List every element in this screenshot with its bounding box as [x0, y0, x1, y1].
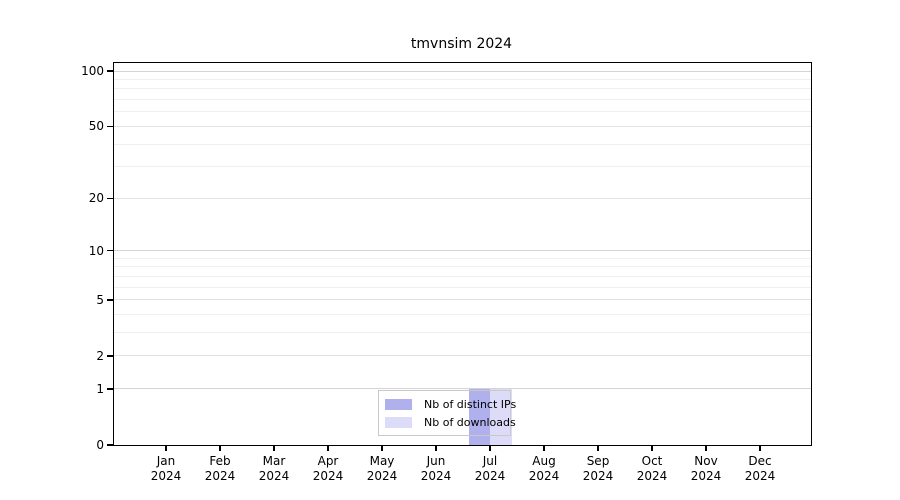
gridline: [114, 355, 811, 357]
x-axis-tick: [435, 445, 437, 451]
x-tick-label: Oct 2024: [622, 454, 682, 484]
legend-swatch-downloads: [385, 416, 412, 428]
y-axis-tick: [106, 125, 113, 128]
x-axis-tick: [543, 445, 545, 451]
y-axis-tick: [106, 249, 113, 252]
x-tick-label-line: 2024: [474, 469, 506, 483]
chart-title: tmvnsim 2024: [410, 36, 513, 52]
gridline: [114, 250, 811, 252]
x-tick-label-line: Sep: [586, 454, 610, 468]
y-tick-label: 1: [96, 381, 104, 396]
gridline: [114, 166, 811, 168]
gridline: [114, 143, 811, 145]
gridline: [114, 111, 811, 113]
x-tick-label-line: Nov: [694, 454, 718, 468]
x-tick-label: Feb 2024: [190, 454, 250, 484]
x-axis-tick: [381, 445, 383, 451]
x-tick-label-line: 2024: [528, 469, 560, 483]
x-tick-label-line: 2024: [258, 469, 290, 483]
gridline: [114, 286, 811, 288]
y-axis-tick: [106, 70, 113, 72]
y-tick-label: 0: [96, 438, 104, 452]
y-tick-label: 100: [81, 64, 104, 78]
bar-distinct-ips: [468, 388, 490, 445]
y-tick-label: 20: [88, 191, 104, 206]
gridline: [114, 88, 811, 90]
legend-label-distinct-ips: Nb of distinct IPs: [424, 397, 517, 411]
x-tick-label-line: 2024: [420, 469, 452, 483]
y-tick-label: 5: [96, 292, 104, 307]
x-tick-label-line: Mar: [262, 454, 286, 468]
x-axis-tick: [489, 445, 491, 451]
x-tick-label-line: 2024: [636, 469, 668, 483]
gridline: [114, 78, 811, 80]
x-axis-tick: [273, 445, 275, 451]
x-tick-label-line: Dec: [748, 454, 772, 468]
gridline: [114, 388, 811, 390]
y-tick-label: 10: [88, 243, 104, 258]
gridline: [114, 299, 811, 301]
gridline: [114, 275, 811, 277]
x-tick-label-line: 2024: [582, 469, 614, 483]
gridline: [114, 266, 811, 268]
x-tick-label-line: Oct: [641, 454, 663, 468]
x-tick-label: May 2024: [352, 454, 412, 484]
x-tick-label: Jul 2024: [460, 454, 520, 484]
x-axis-tick: [219, 445, 221, 451]
y-axis-tick: [106, 355, 113, 357]
gridline: [114, 314, 811, 316]
x-tick-label-line: 2024: [150, 469, 182, 483]
x-axis-tick: [165, 445, 167, 451]
legend: Nb of distinct IPs Nb of downloads: [378, 390, 516, 436]
y-axis-tick: [106, 299, 113, 301]
x-tick-label-line: 2024: [690, 469, 722, 483]
x-axis-tick: [759, 445, 761, 451]
y-axis-tick: [106, 197, 113, 200]
y-axis-tick: [106, 444, 113, 446]
x-tick-label-line: Apr: [317, 454, 339, 468]
x-tick-label-line: Jul: [482, 454, 498, 468]
x-tick-label: Jun 2024: [406, 454, 466, 484]
gridline: [114, 197, 811, 199]
x-tick-label: Dec 2024: [730, 454, 790, 484]
x-tick-label-line: Jun: [426, 454, 446, 468]
gridline: [114, 70, 811, 72]
bar-downloads: [490, 388, 512, 445]
legend-item-distinct-ips: Nb of distinct IPs: [385, 397, 516, 411]
x-tick-label-line: Aug: [532, 454, 556, 468]
plot-area: 0 1 2 5 10 20 50 100 Jan 2024 Feb 2024 Mar 2024 Apr 202…: [81, 62, 812, 483]
x-tick-label-line: Jan: [156, 454, 176, 468]
legend-swatch-distinct-ips: [385, 398, 412, 410]
x-tick-label: Sep 2024: [568, 454, 628, 484]
x-axis-tick: [327, 445, 329, 451]
legend-item-downloads: Nb of downloads: [385, 415, 516, 429]
gridline: [114, 99, 811, 101]
gridline: [114, 332, 811, 334]
x-axis-tick: [651, 445, 653, 451]
x-tick-label-line: May: [369, 454, 395, 468]
y-axis-tick: [106, 388, 113, 390]
x-tick-label: Mar 2024: [244, 454, 304, 484]
x-tick-label-line: 2024: [366, 469, 398, 483]
x-axis-tick: [597, 445, 599, 451]
gridline: [114, 125, 811, 127]
x-tick-label: Nov 2024: [676, 454, 736, 484]
x-tick-label-line: 2024: [312, 469, 344, 483]
x-tick-label-line: 2024: [204, 469, 236, 483]
legend-label-downloads: Nb of downloads: [424, 415, 516, 429]
x-tick-label: Jan 2024: [136, 454, 196, 484]
gridline: [114, 257, 811, 259]
x-tick-label: Apr 2024: [298, 454, 358, 484]
x-tick-label-line: Feb: [209, 454, 231, 468]
y-tick-label: 50: [88, 119, 104, 134]
y-tick-label: 2: [96, 348, 104, 363]
x-tick-label: Aug 2024: [514, 454, 574, 484]
x-tick-label-line: 2024: [744, 469, 776, 483]
x-axis-tick: [705, 445, 707, 451]
